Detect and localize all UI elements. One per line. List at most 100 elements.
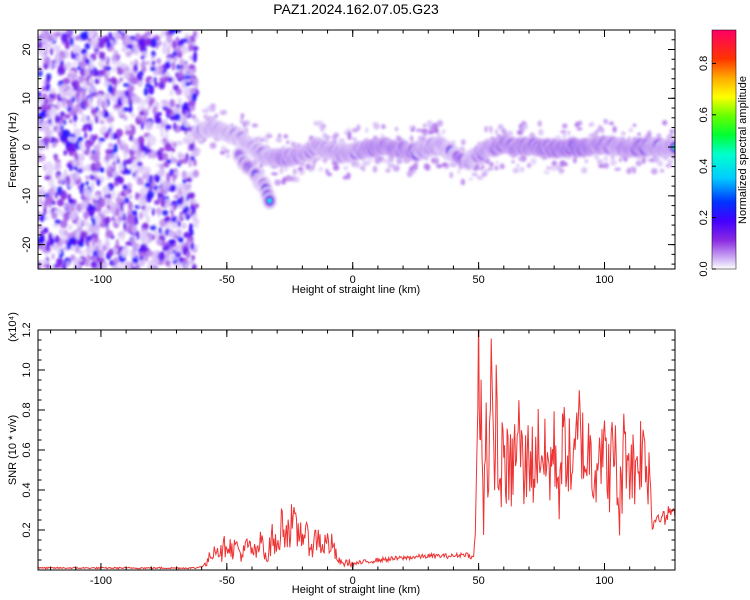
noise-cell [75, 171, 80, 179]
noise-cell [107, 204, 111, 210]
noise-cell [79, 250, 85, 256]
noise-cell [160, 99, 169, 105]
noise-cell [182, 68, 187, 76]
ridge-halo [667, 159, 674, 164]
colorbar-tick-label: 0.2 [698, 210, 710, 225]
noise-cell [64, 137, 69, 145]
noise-cell [94, 51, 99, 56]
noise-cell [140, 151, 146, 159]
noise-cell [57, 93, 61, 102]
noise-cell [89, 86, 96, 94]
ridge-halo [315, 157, 321, 161]
noise-cell [112, 66, 116, 73]
noise-cell [38, 139, 43, 149]
noise-cell [57, 124, 61, 133]
noise-cell [38, 42, 43, 49]
noise-cell [146, 177, 150, 185]
ridge-halo [506, 130, 514, 137]
noise-cell [104, 92, 111, 102]
noise-cell [176, 64, 181, 70]
noise-cell [49, 88, 56, 94]
noise-cell [150, 38, 158, 48]
noise-cell [77, 136, 84, 143]
noise-cell [131, 144, 139, 151]
noise-cell [161, 30, 165, 36]
ridge-halo [220, 109, 227, 116]
ridge-halo [603, 156, 609, 162]
noise-cell [43, 206, 47, 216]
ridge-halo [516, 129, 524, 136]
noise-cell [138, 251, 146, 257]
snr-y-axis-label: SNR (10 * v/v) [7, 415, 19, 485]
ridge-halo [385, 168, 391, 173]
ridge-halo [489, 161, 494, 167]
x-tick-label: -100 [90, 575, 112, 587]
ridge-halo [597, 159, 604, 165]
noise-cell [183, 231, 191, 239]
noise-cell [175, 140, 183, 146]
ridge-halo [294, 176, 300, 183]
noise-cell [184, 205, 189, 213]
ridge-halo [637, 132, 641, 136]
noise-cell [88, 64, 94, 71]
ridge-halo [343, 165, 349, 171]
noise-cell [192, 169, 199, 178]
ridge-halo [220, 145, 227, 152]
noise-cell [86, 253, 90, 263]
noise-cell [97, 36, 104, 41]
noise-cell [113, 247, 118, 254]
ridge-halo [609, 121, 614, 126]
noise-cell [76, 217, 83, 227]
ridge-halo [584, 159, 589, 164]
noise-cell [101, 51, 106, 61]
noise-cell [147, 263, 152, 269]
noise-cell [41, 86, 46, 92]
noise-cell [160, 177, 164, 186]
noise-cell [94, 161, 102, 171]
noise-cell [193, 118, 200, 123]
noise-cell [184, 81, 191, 87]
ridge-halo [636, 160, 639, 166]
noise-cell [141, 66, 147, 73]
noise-cell [165, 260, 171, 267]
noise-cell [188, 158, 193, 168]
ridge-halo [381, 158, 387, 163]
noise-cell [109, 130, 113, 141]
ridge-halo [665, 163, 672, 168]
noise-cell [150, 67, 156, 72]
ridge-halo [351, 137, 357, 141]
noise-cell [47, 118, 52, 125]
ridge-halo [318, 166, 323, 172]
noise-cell [139, 187, 146, 197]
noise-cell [128, 104, 133, 114]
ridge-halo [214, 113, 218, 118]
noise-cell [115, 61, 123, 68]
noise-cell [92, 218, 96, 226]
ridge-halo [577, 120, 583, 126]
noise-cell [154, 199, 160, 205]
noise-cell [73, 113, 78, 123]
noise-cell [123, 82, 130, 88]
y-tick-label: 0 [21, 144, 33, 150]
noise-cell [38, 234, 45, 245]
noise-cell [160, 197, 166, 208]
noise-cell [56, 31, 61, 37]
heatmap-frame [37, 29, 676, 270]
noise-cell [56, 198, 65, 207]
noise-cell [173, 113, 181, 122]
ridge-halo [312, 162, 315, 170]
noise-cell [47, 103, 52, 111]
noise-cell [119, 77, 123, 82]
noise-cell [156, 163, 161, 168]
noise-cell [139, 259, 146, 267]
noise-cell [107, 142, 114, 149]
noise-cell [172, 84, 180, 91]
ridge-halo [372, 165, 378, 173]
noise-cell [129, 134, 133, 142]
noise-cell [104, 208, 109, 214]
noise-cell [181, 109, 187, 115]
noise-cell [54, 219, 61, 225]
ridge-halo [291, 141, 297, 148]
noise-cell [130, 112, 135, 118]
ridge-halo [266, 132, 271, 136]
